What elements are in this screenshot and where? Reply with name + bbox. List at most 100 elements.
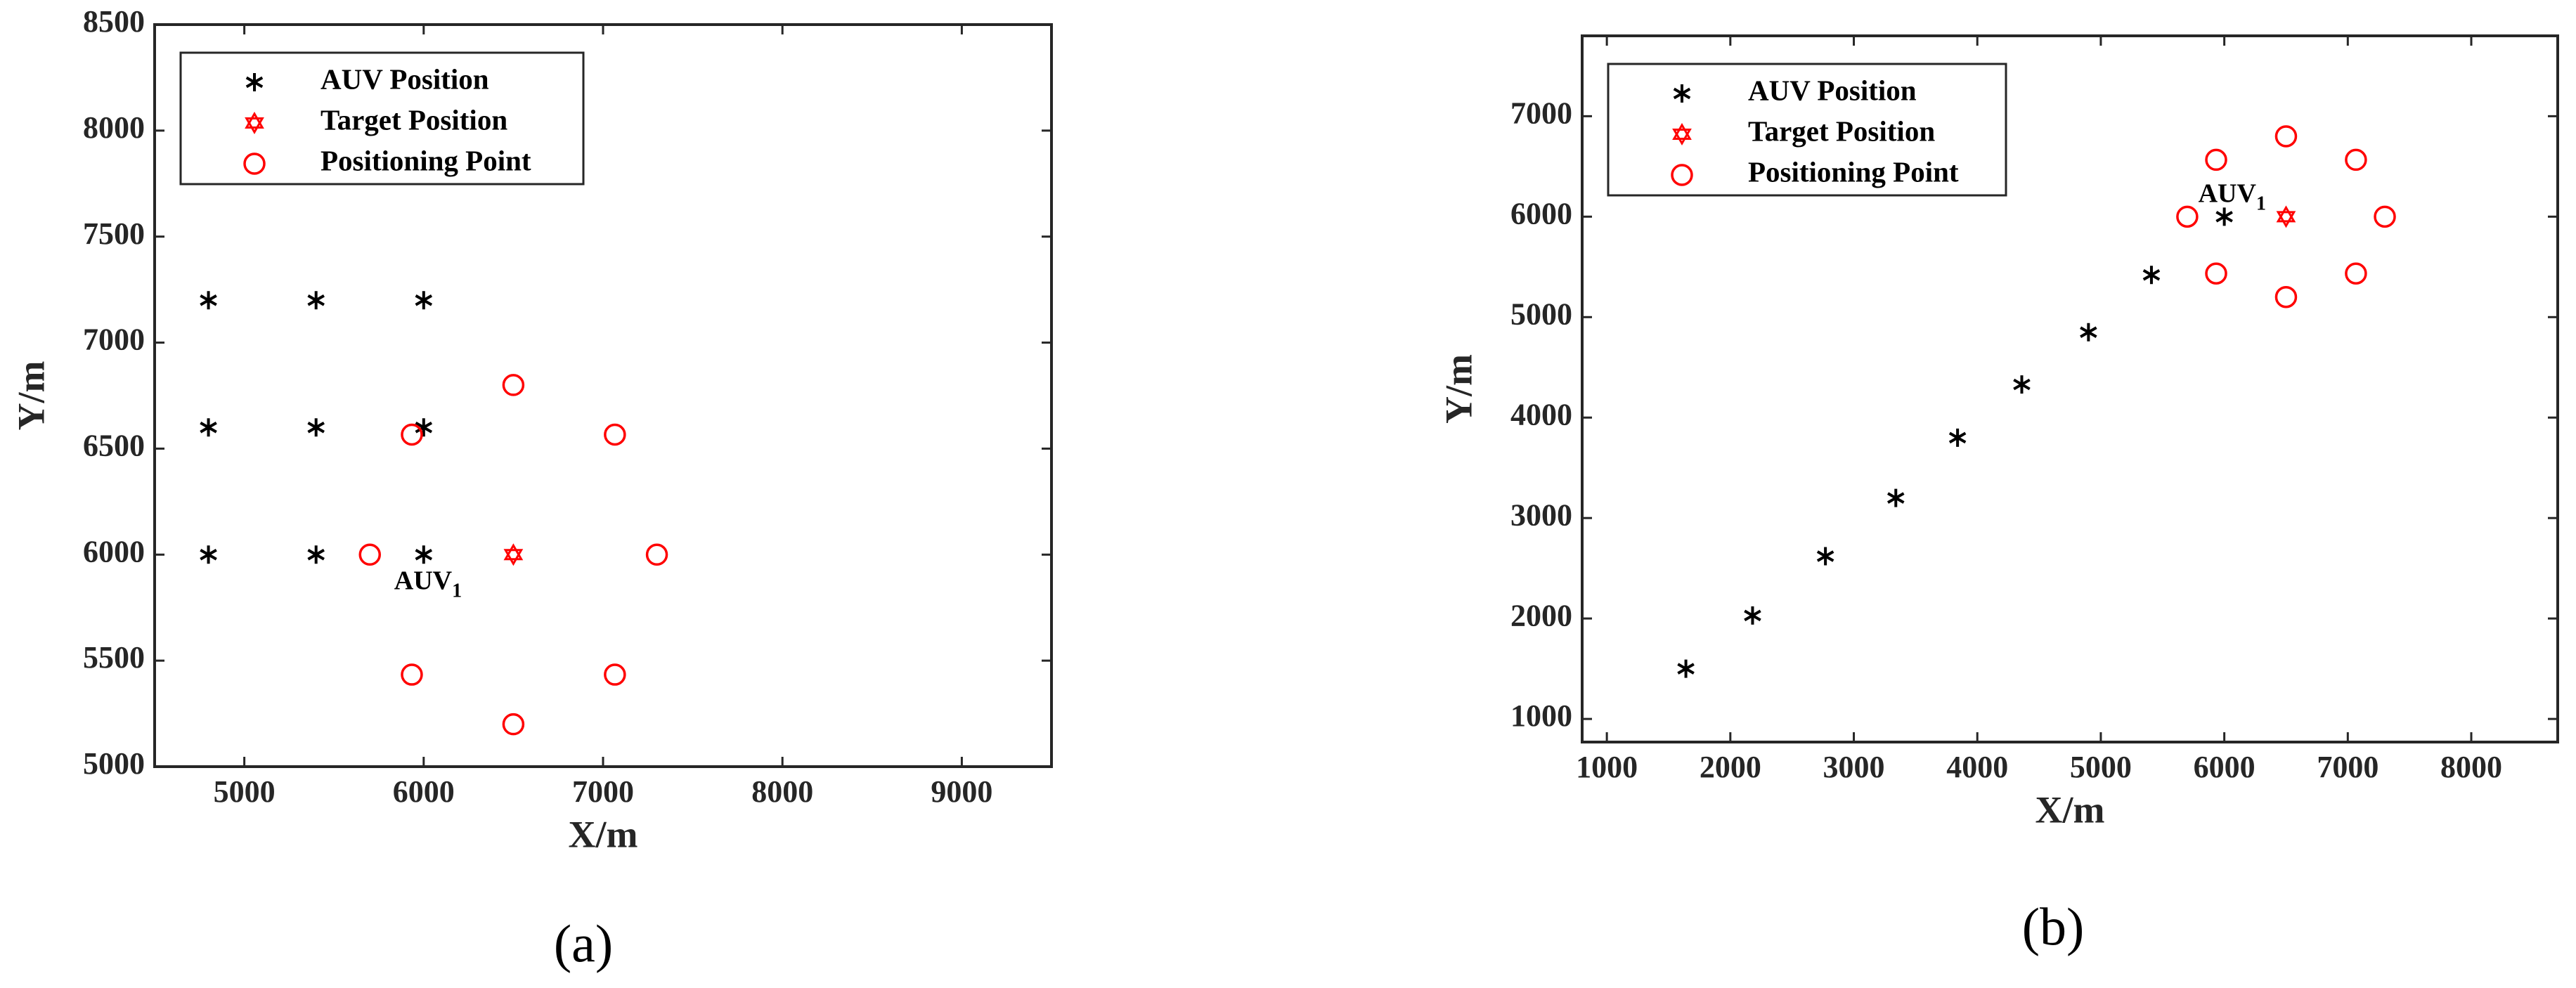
x-tick-label: 3000 (1823, 750, 1885, 784)
asterisk (2013, 375, 2031, 394)
asterisk (2142, 266, 2161, 285)
y-tick-label: 8000 (83, 110, 145, 145)
hexagram-a (2276, 205, 2296, 223)
asterisk (307, 291, 325, 310)
marker (1887, 488, 1905, 507)
circle (2274, 125, 2298, 148)
marker (358, 543, 381, 566)
marker (415, 418, 433, 437)
marker (401, 423, 423, 446)
hexagram-a (245, 112, 264, 129)
asterisk (307, 545, 325, 564)
hexagram-b (245, 117, 264, 134)
asterisk (1948, 428, 1967, 447)
marker (2013, 375, 2031, 394)
circle (502, 713, 525, 736)
legend-label: AUV Position (321, 63, 489, 95)
marker (502, 713, 525, 736)
asterisk (200, 291, 217, 310)
asterisk (2080, 323, 2097, 342)
x-axis-label: X/m (569, 813, 638, 855)
y-tick-label: 7500 (83, 216, 145, 251)
asterisk (200, 545, 217, 564)
asterisk (307, 418, 325, 437)
y-tick-label: 6500 (83, 429, 145, 463)
marker (604, 663, 626, 686)
y-axis-label: Y/m (1437, 354, 1480, 424)
annotation-subscript: 1 (2256, 193, 2266, 215)
marker (307, 291, 325, 310)
marker (307, 545, 325, 564)
marker (2276, 205, 2296, 228)
marker (200, 291, 217, 310)
asterisk (415, 545, 433, 564)
marker (200, 545, 217, 564)
x-tick-label: 2000 (1700, 750, 1761, 784)
hexagram-b (503, 549, 524, 566)
asterisk (1677, 659, 1695, 678)
y-tick-label: 8500 (83, 4, 145, 39)
asterisk (415, 291, 433, 310)
chart: 5000 6000 7000 8000 9000 5000 5500 6000 6500 7000… (10, 4, 1053, 973)
annotation: AUV1 (394, 566, 462, 602)
asterisk (1816, 547, 1834, 566)
marker (2345, 148, 2367, 171)
asterisk (200, 418, 217, 437)
x-tick-label: 6000 (393, 774, 455, 809)
hexagram-a (503, 543, 524, 561)
marker (245, 73, 264, 91)
legend-label: Positioning Point (321, 144, 531, 176)
marker (2205, 262, 2227, 285)
hexagram-b (1672, 129, 1692, 146)
x-tick-label: 8000 (2440, 750, 2502, 784)
legend-label: Target Position (321, 103, 507, 136)
circle (604, 663, 626, 686)
x-tick-label: 7000 (2317, 750, 2378, 784)
marker (503, 543, 524, 566)
x-tick-label: 5000 (214, 774, 276, 809)
legend-label: AUV Position (1748, 74, 1917, 106)
y-tick-label: 1000 (1510, 698, 1572, 733)
x-tick-label: 9000 (931, 774, 992, 809)
marker (1948, 428, 1967, 447)
chart: 1000 2000 3000 4000 5000 6000 7000 8000 1000 2000… (1437, 34, 2559, 956)
axes-box (1581, 34, 2559, 743)
y-tick-label: 3000 (1510, 498, 1572, 532)
caption: (a) (554, 914, 613, 973)
legend-label: Positioning Point (1748, 155, 1959, 188)
annotation-text: AUV (394, 566, 453, 595)
asterisk (1673, 84, 1691, 103)
circle (1671, 164, 1693, 186)
circle (358, 543, 381, 566)
hexagram-a (1672, 122, 1692, 140)
hexagram-b (2276, 211, 2296, 228)
y-axis-label: Y/m (10, 360, 52, 430)
circle (2345, 262, 2367, 285)
circle (645, 543, 668, 566)
marker (502, 374, 525, 396)
annotation-text: AUV (2199, 178, 2257, 208)
marker (2345, 262, 2367, 285)
y-tick-label: 4000 (1510, 397, 1572, 431)
marker (2205, 148, 2227, 171)
marker (401, 663, 423, 686)
marker (415, 291, 433, 310)
circle (2345, 148, 2367, 171)
marker (2142, 266, 2161, 285)
x-tick-label: 4000 (1946, 750, 2008, 784)
marker (1816, 547, 1834, 566)
y-tick-label: 7000 (1510, 96, 1572, 130)
x-axis-label: X/m (2035, 788, 2105, 831)
marker (415, 545, 433, 564)
marker (2080, 323, 2097, 342)
circle (2374, 205, 2396, 228)
marker (1672, 122, 1692, 146)
marker (200, 418, 217, 437)
y-tick-label: 7000 (83, 323, 145, 357)
y-tick-label: 2000 (1510, 598, 1572, 632)
circle (401, 423, 423, 446)
asterisk (1744, 606, 1761, 625)
x-tick-label: 1000 (1576, 750, 1638, 784)
circle (604, 423, 626, 446)
legend-label: Target Position (1748, 115, 1935, 147)
